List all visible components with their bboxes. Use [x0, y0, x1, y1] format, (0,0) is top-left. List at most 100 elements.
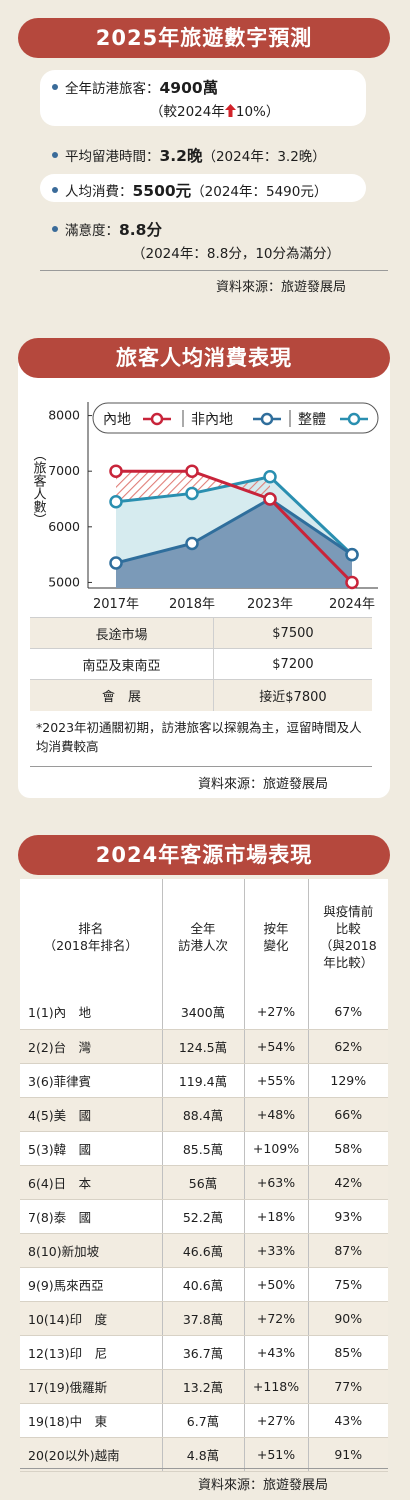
- markets-source: 資料來源：旅遊發展局: [198, 1478, 329, 1493]
- forecast-title: 2025年旅遊數字預測: [18, 18, 390, 58]
- bullet-icon: [52, 226, 58, 232]
- mainland-point: [185, 464, 199, 478]
- market-rank: 3(6)菲律賓: [20, 1063, 162, 1098]
- stay-line: 平均留港時間：3.2晚（2024年：3.2晚）: [52, 144, 326, 166]
- market-yoy: +118%: [243, 1369, 308, 1404]
- y-tick-label: 7000: [48, 463, 80, 478]
- spending-value: $7500: [213, 617, 372, 649]
- satisfaction-line: 滿意度：8.8分: [52, 218, 162, 240]
- market-rank: 8(10)新加坡: [20, 1233, 162, 1268]
- market-visitors: 40.6萬: [161, 1267, 244, 1302]
- overall-point: [263, 470, 277, 484]
- x-tick-label: 2023年: [247, 597, 293, 612]
- markets-table: 排名 （2018年排名） 全年 訪港人次 按年 變化 與疫情前 比較 （與2018 年比較） 1(…: [20, 879, 388, 1472]
- x-tick-label: 2017年: [93, 597, 139, 612]
- market-visitors: 52.2萬: [161, 1199, 244, 1234]
- table-row: 3(6)菲律賓 119.4萬 +55% 129%: [20, 1063, 388, 1098]
- visitors-change: （較2024年 10%）: [150, 100, 279, 120]
- mainland-point: [345, 575, 359, 590]
- spending-value: $7200: [213, 648, 372, 680]
- spend-value: 5500元: [132, 182, 192, 200]
- table-row: 2(2)台 灣 124.5萬 +54% 62%: [20, 1029, 388, 1064]
- overall-point: [185, 486, 199, 501]
- market-vs-2018: 62%: [307, 1029, 388, 1064]
- market-rank: 6(4)日 本: [20, 1165, 162, 1200]
- market-rank: 2(2)台 灣: [20, 1029, 162, 1064]
- spending-note: *2023年初通關初期，訪港旅客以探親為主，逗留時間及人均消費較高: [36, 720, 362, 754]
- legend-label: 內地: [103, 412, 131, 428]
- spending-segment: 會 展: [30, 679, 214, 711]
- x-tick-label: 2018年: [169, 597, 215, 612]
- visitors-pill: [40, 70, 366, 126]
- spending-table: 長途市場 $7500 南亞及東南亞 $7200 會 展接近$7800: [30, 617, 372, 711]
- market-vs-2018: 42%: [307, 1165, 388, 1200]
- legend-marker: [347, 412, 361, 426]
- legend-label: 整體: [298, 412, 326, 428]
- market-visitors: 88.4萬: [161, 1097, 244, 1132]
- spend-line: 人均消費：5500元（2024年：5490元）: [52, 179, 327, 201]
- market-yoy: +48%: [243, 1097, 308, 1132]
- market-vs-2018: 85%: [307, 1335, 388, 1370]
- market-vs-2018: 91%: [307, 1437, 388, 1472]
- market-yoy: +109%: [243, 1131, 308, 1166]
- table-row: 8(10)新加坡 46.6萬 +33% 87%: [20, 1233, 388, 1268]
- stay-value: 3.2晚: [159, 147, 203, 165]
- table-row: 1(1)內 地 3400萬 +27% 67%: [20, 995, 388, 1030]
- overall-point: [109, 495, 123, 509]
- market-vs-2018: 129%: [307, 1063, 388, 1098]
- market-rank: 19(18)中 東: [20, 1403, 162, 1438]
- y-tick-label: 5000: [48, 574, 80, 589]
- table-row: 9(9)馬來西亞 40.6萬 +50% 75%: [20, 1267, 388, 1302]
- up-arrow-icon: [224, 104, 236, 117]
- legend-label: 非內地: [191, 412, 233, 428]
- spending-chart: 5000 6000 7000 8000 （旅客人數） 2017年 2018年 2023年 202…: [31, 402, 379, 612]
- market-visitors: 36.7萬: [161, 1335, 244, 1370]
- visitors-change-value: 10%）: [235, 104, 280, 120]
- spending-value: 接近$7800: [213, 679, 372, 711]
- market-yoy: +72%: [243, 1301, 308, 1336]
- legend-marker: [150, 412, 164, 426]
- table-row: 5(3)韓 國 85.5萬 +109% 58%: [20, 1131, 388, 1166]
- market-yoy: +27%: [243, 995, 308, 1030]
- spending-table-row: 會 展接近$7800: [30, 679, 372, 711]
- market-vs-2018: 66%: [307, 1097, 388, 1132]
- x-tick-label: 2024年: [329, 597, 375, 612]
- legend-box: [92, 402, 379, 434]
- divider: [40, 270, 388, 271]
- table-row: 7(8)泰 國 52.2萬 +18% 93%: [20, 1199, 388, 1234]
- market-visitors: 85.5萬: [161, 1131, 244, 1166]
- spending-segment: 南亞及東南亞: [30, 648, 214, 680]
- table-row: 6(4)日 本 56萬 +63% 42%: [20, 1165, 388, 1200]
- market-visitors: 56萬: [161, 1165, 244, 1200]
- spending-table-row: 南亞及東南亞 $7200: [30, 648, 372, 680]
- spending-title: 旅客人均消費表現: [18, 338, 390, 378]
- market-rank: 1(1)內 地: [20, 995, 162, 1030]
- bullet-icon: [52, 152, 58, 158]
- visitors-label: 全年訪港旅客：: [65, 81, 160, 97]
- mainland-gap-hatch: [116, 471, 270, 502]
- divider: [30, 766, 372, 767]
- non-mainland-point: [109, 556, 123, 570]
- mainland-point: [263, 492, 277, 506]
- market-rank: 20(20以外)越南: [20, 1437, 162, 1472]
- market-vs-2018: 58%: [307, 1131, 388, 1166]
- market-rank: 9(9)馬來西亞: [20, 1267, 162, 1302]
- market-rank: 7(8)泰 國: [20, 1199, 162, 1234]
- market-visitors: 6.7萬: [161, 1403, 244, 1438]
- market-rank: 5(3)韓 國: [20, 1131, 162, 1166]
- non-mainland-line: [115, 497, 353, 565]
- market-visitors: 46.6萬: [161, 1233, 244, 1268]
- market-yoy: +18%: [243, 1199, 308, 1234]
- visitors-line: 全年訪港旅客：4900萬: [52, 76, 218, 98]
- market-vs-2018: 43%: [307, 1403, 388, 1438]
- table-header: 按年 變化: [243, 879, 308, 995]
- market-rank: 4(5)美 國: [20, 1097, 162, 1132]
- bullet-icon: [52, 84, 58, 90]
- y-tick-label: 8000: [48, 408, 80, 423]
- table-header: 全年 訪港人次: [161, 879, 244, 995]
- stay-label: 平均留港時間：: [65, 149, 160, 165]
- stay-compare: （2024年：3.2晚）: [202, 149, 326, 165]
- market-yoy: +51%: [243, 1437, 308, 1472]
- markets-title: 2024年客源市場表現: [18, 835, 390, 875]
- visitors-change-prefix: （較2024年: [150, 104, 225, 120]
